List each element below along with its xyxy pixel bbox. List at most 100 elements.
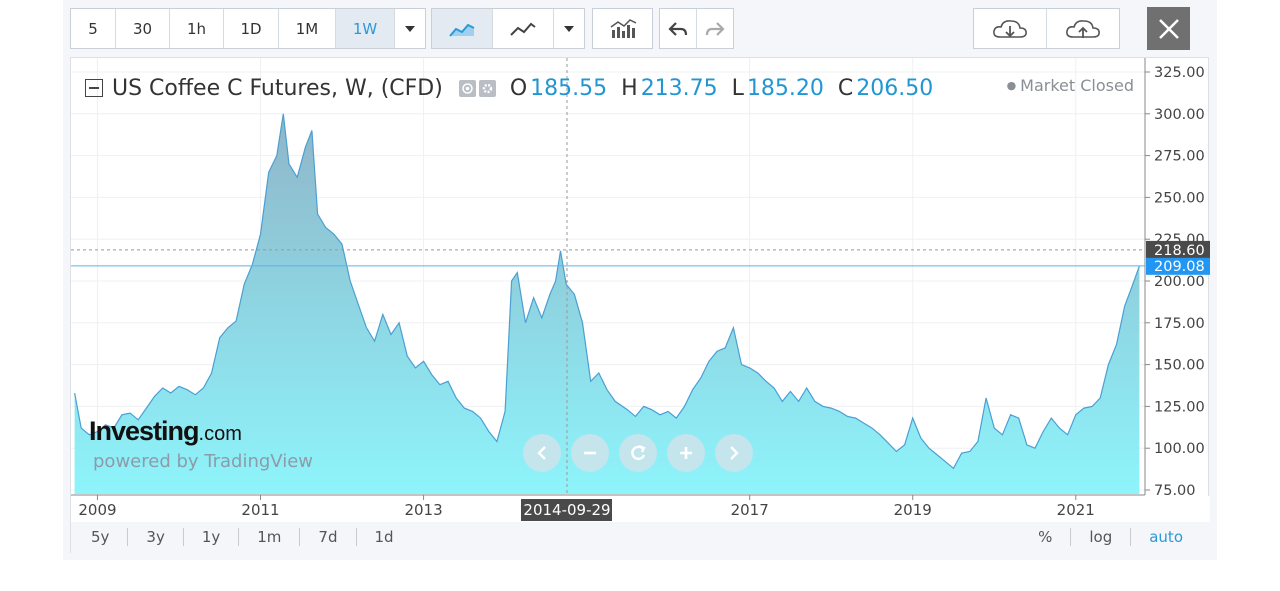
- interval-1d-button[interactable]: 1D: [224, 9, 279, 48]
- last-price-label: 209.08: [1154, 259, 1205, 275]
- close-icon: [1158, 18, 1179, 39]
- y-tick-label: 75.00: [1154, 483, 1196, 499]
- last-price-tag: [1146, 257, 1210, 275]
- area-chart-icon: [449, 23, 475, 37]
- open-key: O: [509, 75, 528, 101]
- y-tick-label: 300.00: [1154, 107, 1205, 123]
- percent-scale-button[interactable]: %: [1020, 528, 1072, 546]
- price-line: [74, 113, 1140, 470]
- line-chart-button[interactable]: [493, 9, 555, 48]
- y-tick-label: 150.00: [1154, 358, 1205, 374]
- scale-options: % log auto: [1020, 527, 1201, 547]
- chart-style-dropdown-button[interactable]: [554, 9, 585, 48]
- y-tick-label: 100.00: [1154, 441, 1205, 457]
- chart-navigation: [523, 434, 763, 472]
- redo-button[interactable]: [697, 9, 733, 48]
- low-key: L: [731, 75, 744, 101]
- chevron-right-icon: [730, 446, 739, 460]
- history-toolbar: [659, 8, 734, 49]
- reset-chart-button[interactable]: [619, 434, 657, 472]
- series-title: US Coffee C Futures, W, (CFD): [112, 75, 443, 101]
- indicators-toolbar: [592, 8, 653, 49]
- powered-by-text: powered by TradingView: [93, 451, 314, 472]
- zoom-in-button[interactable]: [667, 434, 705, 472]
- settings-gear-icon[interactable]: [478, 79, 496, 97]
- investing-logo: Investing.com: [89, 416, 242, 446]
- range-3y-button[interactable]: 3y: [128, 528, 184, 546]
- price-area: [74, 113, 1140, 495]
- interval-5-button[interactable]: 5: [71, 9, 116, 48]
- y-tick-label: 275.00: [1154, 149, 1205, 165]
- log-scale-button[interactable]: log: [1071, 528, 1132, 546]
- investing-watermark: Investing.com powered by TradingView: [89, 416, 313, 472]
- plus-icon: [680, 447, 692, 459]
- x-tick-label: 2021: [1057, 501, 1095, 519]
- crosshair-price-tag: [1146, 240, 1210, 259]
- close-button[interactable]: [1147, 7, 1190, 50]
- range-7d-button[interactable]: 7d: [300, 528, 357, 546]
- x-tick-label: 2013: [404, 501, 442, 519]
- cloud-toolbar: [973, 8, 1120, 49]
- zoom-out-button[interactable]: [571, 434, 609, 472]
- x-tick-label: 2017: [731, 501, 769, 519]
- scroll-left-button[interactable]: [523, 434, 561, 472]
- high-value: 213.75: [640, 75, 718, 101]
- range-5y-button[interactable]: 5y: [77, 528, 129, 546]
- minus-icon: [584, 451, 596, 455]
- chart-pane[interactable]: 75.00 100.00 125.00 150.00 175.00 200.00 225.0…: [70, 57, 1210, 553]
- eye-icon[interactable]: [458, 79, 476, 97]
- indicators-icon: [610, 18, 636, 38]
- chart-widget: 5 30 1h 1D 1M 1W: [63, 0, 1217, 560]
- range-bar-bg: [71, 522, 1210, 553]
- y-tick-label: 175.00: [1154, 316, 1205, 332]
- x-tick-label: 2011: [241, 501, 279, 519]
- scroll-right-button[interactable]: [715, 434, 753, 472]
- range-1m-button[interactable]: 1m: [239, 528, 301, 546]
- x-tick-label: 2019: [894, 501, 932, 519]
- chevron-left-icon: [537, 446, 546, 460]
- area-chart-button[interactable]: [432, 9, 494, 48]
- cloud-upload-button[interactable]: [1047, 9, 1119, 48]
- interval-1m-button[interactable]: 1M: [279, 9, 336, 48]
- cloud-upload-icon: [1066, 19, 1100, 38]
- low-value: 185.20: [746, 75, 824, 101]
- close-key: C: [837, 75, 854, 101]
- chart-style-toolbar: [431, 8, 585, 49]
- date-range-bar: 5y 3y 1y 1m 7d 1d: [77, 527, 412, 547]
- auto-scale-button[interactable]: auto: [1149, 528, 1183, 546]
- y-tick-label: 125.00: [1154, 399, 1205, 415]
- crosshair-price-label: 218.60: [1154, 243, 1205, 259]
- undo-button[interactable]: [660, 9, 697, 48]
- crosshair-date-tag: [521, 499, 612, 521]
- interval-1h-button[interactable]: 1h: [170, 9, 224, 48]
- caret-down-icon: [564, 25, 575, 32]
- collapse-legend-icon[interactable]: [85, 79, 103, 97]
- price-axis[interactable]: 75.00100.00125.00150.00175.00200.00225.0…: [1145, 65, 1205, 499]
- range-1y-button[interactable]: 1y: [184, 528, 240, 546]
- redo-icon: [705, 21, 725, 36]
- caret-down-icon: [405, 25, 415, 32]
- y-tick-label: 325.00: [1154, 65, 1205, 81]
- market-status: Market Closed: [1007, 76, 1134, 95]
- indicators-button[interactable]: [593, 9, 652, 48]
- time-axis[interactable]: 2009 2011 2013 2017 2019 2021: [78, 495, 1095, 519]
- close-value: 206.50: [856, 75, 934, 101]
- interval-toolbar: 5 30 1h 1D 1M 1W: [70, 8, 426, 49]
- series-legend: US Coffee C Futures, W, (CFD) O 185.55 H…: [85, 72, 933, 104]
- range-1d-button[interactable]: 1d: [374, 528, 394, 546]
- interval-1w-button[interactable]: 1W: [336, 9, 395, 48]
- undo-icon: [668, 21, 688, 36]
- y-tick-label: 250.00: [1154, 190, 1205, 206]
- line-chart-icon: [510, 22, 536, 36]
- interval-dropdown-button[interactable]: [395, 9, 425, 48]
- cloud-download-icon: [993, 19, 1027, 38]
- chart-svg: 75.00100.00125.00150.00175.00200.00225.0…: [71, 58, 1210, 553]
- crosshair-date-label: 2014-09-29: [523, 501, 610, 519]
- x-tick-label: 2009: [78, 501, 116, 519]
- y-tick-label: 200.00: [1154, 274, 1205, 290]
- open-value: 185.55: [530, 75, 608, 101]
- cloud-download-button[interactable]: [974, 9, 1047, 48]
- interval-30-button[interactable]: 30: [116, 9, 170, 48]
- high-key: H: [621, 75, 638, 101]
- time-axis-bg: [71, 496, 1210, 522]
